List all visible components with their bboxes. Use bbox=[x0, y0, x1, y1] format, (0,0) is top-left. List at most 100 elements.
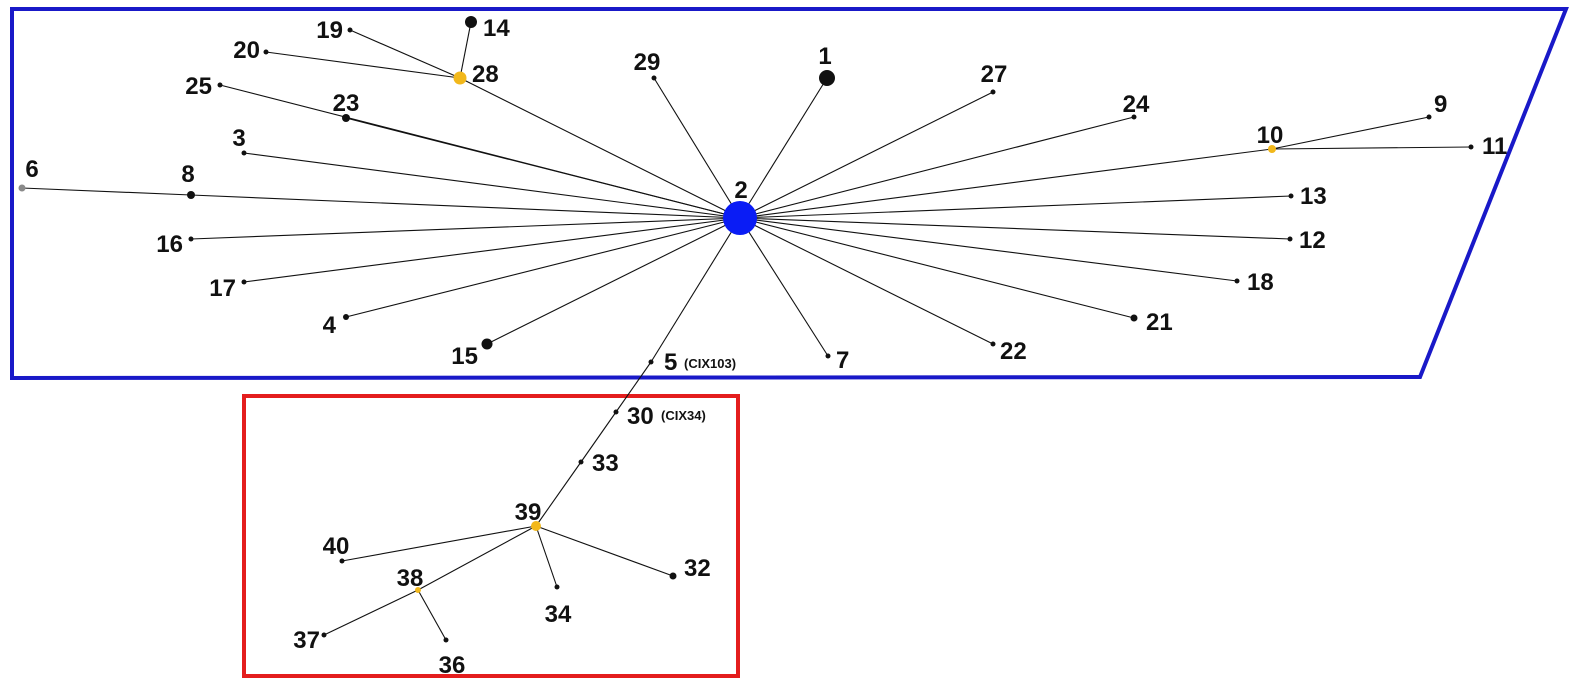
red-cluster-region bbox=[242, 394, 740, 678]
edge-38-36 bbox=[417, 589, 447, 641]
node-23 bbox=[342, 114, 350, 122]
node-39 bbox=[531, 521, 541, 531]
edge-39-34 bbox=[535, 525, 558, 588]
edge-2-8 bbox=[190, 194, 741, 219]
edge-2-29 bbox=[653, 77, 741, 219]
node-17 bbox=[241, 279, 247, 285]
edge-2-24 bbox=[739, 116, 1135, 219]
node-16 bbox=[188, 236, 194, 242]
node-7 bbox=[825, 353, 831, 359]
node-label-21: 21 bbox=[1146, 309, 1173, 336]
node-3 bbox=[241, 150, 247, 156]
node-label-29: 29 bbox=[634, 49, 661, 76]
blue-cluster-region bbox=[10, 7, 1569, 381]
edge-39-40 bbox=[341, 525, 537, 562]
node-label-6: 6 bbox=[25, 156, 38, 183]
node-label-7: 7 bbox=[836, 347, 849, 374]
node-33 bbox=[578, 459, 584, 465]
edge-2-16 bbox=[190, 217, 741, 240]
node-4 bbox=[343, 314, 349, 320]
node-38 bbox=[415, 587, 421, 593]
node-28 bbox=[453, 71, 467, 85]
edge-2-28 bbox=[459, 77, 741, 219]
node-label-24: 24 bbox=[1123, 91, 1150, 118]
edge-28-20 bbox=[265, 51, 461, 79]
node-label-37: 37 bbox=[293, 627, 320, 654]
node-2 bbox=[723, 201, 757, 235]
node-label-27: 27 bbox=[981, 61, 1008, 88]
node-label-4: 4 bbox=[323, 312, 337, 339]
edge-28-14 bbox=[459, 21, 472, 79]
node-20 bbox=[263, 49, 269, 55]
edge-2-7 bbox=[739, 217, 829, 357]
node-label-2: 2 bbox=[734, 177, 747, 204]
edge-33-39 bbox=[535, 461, 582, 527]
node-label-14: 14 bbox=[483, 15, 510, 42]
node-label-10: 10 bbox=[1257, 122, 1284, 149]
edge-2-15 bbox=[486, 217, 741, 345]
node-label-33: 33 bbox=[592, 450, 619, 477]
node-label-13: 13 bbox=[1300, 183, 1327, 210]
edge-5-30 bbox=[615, 361, 652, 413]
node-sublabel-30: (CIX34) bbox=[661, 408, 706, 423]
edge-10-11 bbox=[1271, 146, 1472, 150]
node-25 bbox=[217, 82, 223, 88]
edge-2-12 bbox=[739, 217, 1291, 240]
node-label-38: 38 bbox=[397, 565, 424, 592]
node-label-18: 18 bbox=[1247, 269, 1274, 296]
node-label-32: 32 bbox=[684, 555, 711, 582]
node-8 bbox=[187, 191, 195, 199]
node-13 bbox=[1288, 193, 1294, 199]
node-32 bbox=[669, 572, 677, 580]
edge-38-37 bbox=[323, 589, 419, 636]
edge-2-4 bbox=[345, 217, 741, 318]
node-label-40: 40 bbox=[323, 533, 350, 560]
node-label-34: 34 bbox=[545, 601, 572, 628]
node-6 bbox=[18, 184, 26, 192]
node-18 bbox=[1234, 278, 1240, 284]
node-22 bbox=[990, 341, 996, 347]
edge-2-27 bbox=[739, 91, 994, 219]
node-37 bbox=[321, 632, 327, 638]
node-sublabel-5: (CIX103) bbox=[684, 356, 736, 371]
node-36 bbox=[443, 637, 449, 643]
node-1 bbox=[819, 70, 835, 86]
edge-2-22 bbox=[739, 217, 994, 345]
node-label-9: 9 bbox=[1434, 91, 1447, 118]
node-label-16: 16 bbox=[156, 231, 183, 258]
node-label-19: 19 bbox=[316, 17, 343, 44]
node-9 bbox=[1426, 114, 1432, 120]
edge-2-13 bbox=[739, 195, 1292, 219]
node-24 bbox=[1131, 114, 1137, 120]
node-label-3: 3 bbox=[232, 125, 245, 152]
edge-2-5 bbox=[650, 217, 741, 363]
edge-2-1 bbox=[739, 77, 828, 219]
node-label-1: 1 bbox=[818, 43, 831, 70]
node-21 bbox=[1130, 314, 1138, 322]
node-10 bbox=[1268, 145, 1276, 153]
node-label-39: 39 bbox=[515, 499, 542, 526]
node-34 bbox=[554, 584, 560, 590]
node-label-12: 12 bbox=[1299, 227, 1326, 254]
node-label-8: 8 bbox=[181, 161, 194, 188]
node-5 bbox=[648, 359, 654, 365]
node-label-20: 20 bbox=[233, 37, 260, 64]
node-label-15: 15 bbox=[451, 343, 478, 370]
edge-2-21 bbox=[739, 217, 1135, 319]
node-27 bbox=[990, 89, 996, 95]
node-19 bbox=[347, 27, 353, 33]
edge-layer bbox=[21, 21, 1472, 641]
edge-2-17 bbox=[243, 217, 741, 283]
edge-28-19 bbox=[349, 29, 461, 79]
node-label-36: 36 bbox=[439, 652, 466, 679]
node-label-23: 23 bbox=[333, 90, 360, 117]
node-label-11: 11 bbox=[1482, 133, 1507, 160]
node-12 bbox=[1287, 236, 1293, 242]
node-label-30: 30 bbox=[627, 403, 654, 430]
node-30 bbox=[613, 409, 619, 415]
node-label-22: 22 bbox=[1000, 338, 1027, 365]
edge-2-10 bbox=[739, 148, 1273, 219]
node-11 bbox=[1468, 144, 1474, 150]
